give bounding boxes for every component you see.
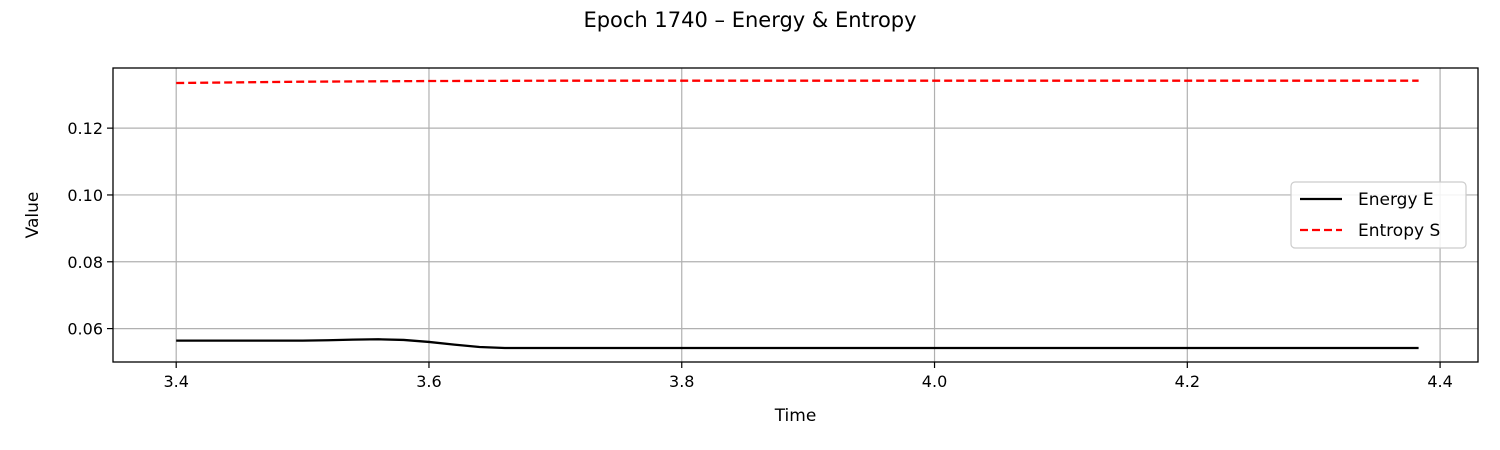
series-layer <box>176 79 1419 350</box>
x-tick-label: 3.8 <box>669 372 694 391</box>
plot-area-frame <box>112 67 1479 363</box>
x-tick-label: 4.4 <box>1427 372 1452 391</box>
legend-label-energy: Energy E <box>1358 190 1434 210</box>
chart-title: Epoch 1740 – Energy & Entropy <box>583 8 916 32</box>
x-tick-label: 4.0 <box>922 372 947 391</box>
legend: Energy E Entropy S <box>1290 181 1467 249</box>
y-tick-label: 0.08 <box>67 253 103 272</box>
y-axis-label: Value <box>23 192 43 239</box>
x-tick-label: 4.2 <box>1175 372 1200 391</box>
ticks: 3.4 3.6 3.8 4.0 4.2 4.4 0.06 0.08 0.10 0.12 <box>67 119 1452 391</box>
series-line-energy <box>176 338 1419 350</box>
y-tick-label: 0.10 <box>67 186 103 205</box>
x-tick-label: 3.4 <box>163 372 188 391</box>
legend-label-entropy: Entropy S <box>1358 221 1440 241</box>
x-axis-label: Time <box>774 406 817 426</box>
grid <box>113 68 1478 362</box>
y-tick-label: 0.12 <box>67 119 103 138</box>
series-line-entropy <box>176 79 1419 85</box>
y-tick-label: 0.06 <box>67 320 103 339</box>
x-tick-label: 3.6 <box>416 372 441 391</box>
